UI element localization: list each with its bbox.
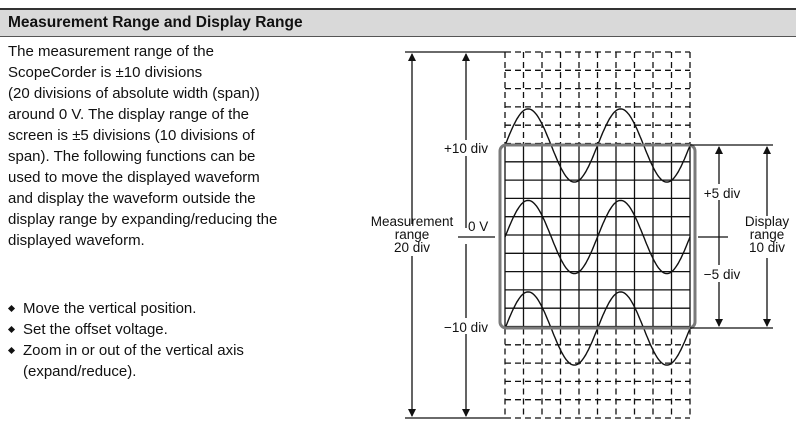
measurement-range-label: Measurement range 20 div <box>371 214 454 255</box>
display-frame <box>498 143 697 330</box>
dimension-lines <box>405 51 773 419</box>
paragraph-line: and display the waveform outside the <box>8 190 256 207</box>
display-range-label: Display range 10 div <box>745 214 790 255</box>
paragraph-line: display range by expanding/reducing the <box>8 211 278 228</box>
plus10-label: +10 div <box>444 141 488 156</box>
list-item: Set the offset voltage. <box>7 319 244 340</box>
list-item-text: Move the vertical position. <box>23 300 197 317</box>
paragraph-line: span). The following functions can be <box>8 148 256 165</box>
section-title: Measurement Range and Display Range <box>8 14 303 31</box>
paragraph-line: The measurement range of the <box>8 43 214 60</box>
label-line: 10 div <box>749 240 785 255</box>
function-list: Move the vertical position. Set the offs… <box>7 298 244 382</box>
list-item-text: Zoom in or out of the vertical axis <box>23 342 244 359</box>
sine-waveform <box>504 199 691 275</box>
label-line: range <box>750 227 785 242</box>
list-item: Zoom in or out of the vertical axis (expa… <box>7 340 244 382</box>
minus10-label: −10 div <box>444 320 488 335</box>
description-paragraph: The measurement range of the ScopeCorder… <box>8 41 353 251</box>
zero-volt-label: 0 V <box>468 219 488 234</box>
paragraph-line: ScopeCorder is ±10 divisions <box>8 64 203 81</box>
plus5-label: +5 div <box>704 186 741 201</box>
label-line: Display <box>745 214 790 229</box>
paragraph-line: displayed waveform. <box>8 232 145 249</box>
paragraph-line: around 0 V. The display range of the <box>8 106 250 123</box>
list-item-text: (expand/reduce). <box>23 363 137 380</box>
label-line: Measurement <box>371 214 454 229</box>
section-header: Measurement Range and Display Range <box>0 8 796 37</box>
paragraph-line: screen is ±5 divisions (10 divisions of <box>8 127 255 144</box>
minus5-label: −5 div <box>704 267 741 282</box>
list-item-text: Set the offset voltage. <box>23 321 168 338</box>
label-line: 20 div <box>394 240 430 255</box>
paragraph-line: used to move the displayed waveform <box>8 169 260 186</box>
label-line: range <box>395 227 430 242</box>
list-item: Move the vertical position. <box>7 298 244 319</box>
paragraph-line: (20 divisions of absolute width (span)) <box>8 85 260 102</box>
